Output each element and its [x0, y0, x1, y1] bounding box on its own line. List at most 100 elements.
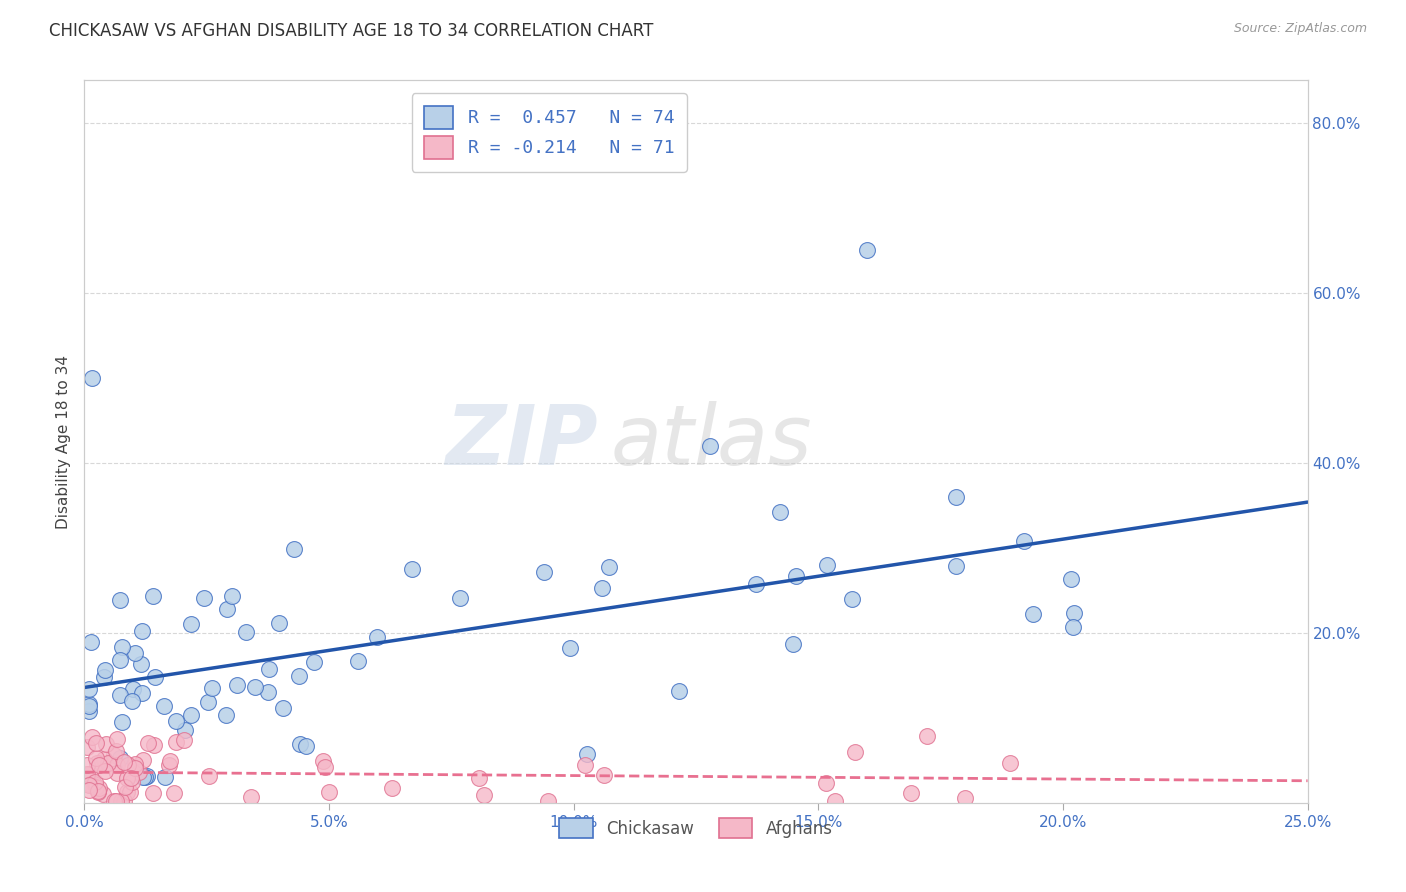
Point [80, 371, 103, 385]
Point [295, 739, 318, 753]
Point [80, 634, 103, 648]
Point [93, 670, 115, 684]
Point [76, 767, 98, 781]
Point [271, 700, 294, 714]
Point [79, 782, 101, 797]
Point [243, 680, 266, 694]
Point [173, 733, 195, 747]
Point [131, 624, 153, 638]
Point [1060, 573, 1083, 587]
Point [381, 780, 404, 795]
Point [955, 791, 977, 805]
Point [215, 601, 238, 615]
Point [467, 771, 489, 785]
Point [132, 753, 155, 767]
Point [79, 778, 101, 792]
Point [128, 764, 150, 779]
Point [129, 657, 152, 672]
Point [87, 784, 110, 798]
Point [110, 688, 132, 702]
Point [110, 794, 132, 808]
Point [82, 731, 104, 745]
Point [314, 759, 336, 773]
Point [1062, 620, 1084, 634]
Point [347, 654, 370, 668]
Point [159, 754, 181, 768]
Point [83, 777, 105, 791]
Text: Source: ZipAtlas.com: Source: ZipAtlas.com [1233, 22, 1367, 36]
Point [136, 768, 159, 782]
Point [143, 670, 166, 684]
Point [124, 757, 146, 772]
Point [142, 786, 165, 800]
Text: CHICKASAW VS AFGHAN DISABILITY AGE 18 TO 34 CORRELATION CHART: CHICKASAW VS AFGHAN DISABILITY AGE 18 TO… [49, 22, 654, 40]
Point [77, 697, 100, 711]
Point [312, 755, 335, 769]
Point [121, 694, 143, 708]
Point [153, 698, 176, 713]
Point [112, 794, 135, 808]
Point [221, 590, 243, 604]
Point [841, 592, 863, 607]
Point [239, 790, 262, 805]
Point [110, 653, 132, 667]
Point [215, 708, 238, 723]
Point [77, 682, 100, 697]
Point [117, 758, 139, 772]
Point [103, 794, 125, 808]
Point [180, 707, 202, 722]
Point [226, 678, 249, 692]
Legend: Chickasaw, Afghans: Chickasaw, Afghans [553, 812, 839, 845]
Point [165, 734, 187, 748]
Point [769, 505, 792, 519]
Point [84, 780, 107, 795]
Y-axis label: Disability Age 18 to 34: Disability Age 18 to 34 [56, 354, 72, 529]
Point [815, 558, 838, 572]
Point [157, 757, 180, 772]
Point [267, 615, 290, 630]
Point [287, 669, 309, 683]
Text: ZIP: ZIP [446, 401, 598, 482]
Point [103, 748, 125, 763]
Point [84, 751, 107, 765]
Point [592, 768, 614, 782]
Point [84, 775, 107, 789]
Point [76, 740, 98, 755]
Point [124, 646, 146, 660]
Point [449, 591, 471, 605]
Point [1063, 606, 1085, 620]
Point [558, 641, 581, 656]
Point [94, 764, 117, 778]
Point [110, 640, 132, 654]
Point [76, 758, 98, 772]
Point [824, 794, 846, 808]
Point [97, 756, 120, 770]
Point [104, 744, 127, 758]
Point [96, 737, 118, 751]
Point [132, 770, 155, 784]
Point [668, 683, 690, 698]
Point [180, 616, 202, 631]
Point [900, 786, 922, 800]
Point [814, 776, 837, 790]
Point [111, 715, 134, 730]
Point [84, 736, 107, 750]
Point [197, 695, 219, 709]
Point [131, 686, 153, 700]
Point [576, 747, 599, 761]
Point [945, 490, 967, 504]
Point [120, 771, 142, 785]
Point [115, 785, 138, 799]
Point [173, 723, 195, 738]
Point [86, 756, 108, 770]
Point [1012, 533, 1035, 548]
Point [598, 560, 620, 574]
Point [699, 439, 721, 453]
Point [105, 766, 128, 780]
Point [89, 756, 111, 771]
Point [89, 780, 111, 795]
Point [142, 738, 165, 752]
Point [108, 751, 131, 765]
Point [112, 756, 135, 770]
Point [134, 770, 156, 784]
